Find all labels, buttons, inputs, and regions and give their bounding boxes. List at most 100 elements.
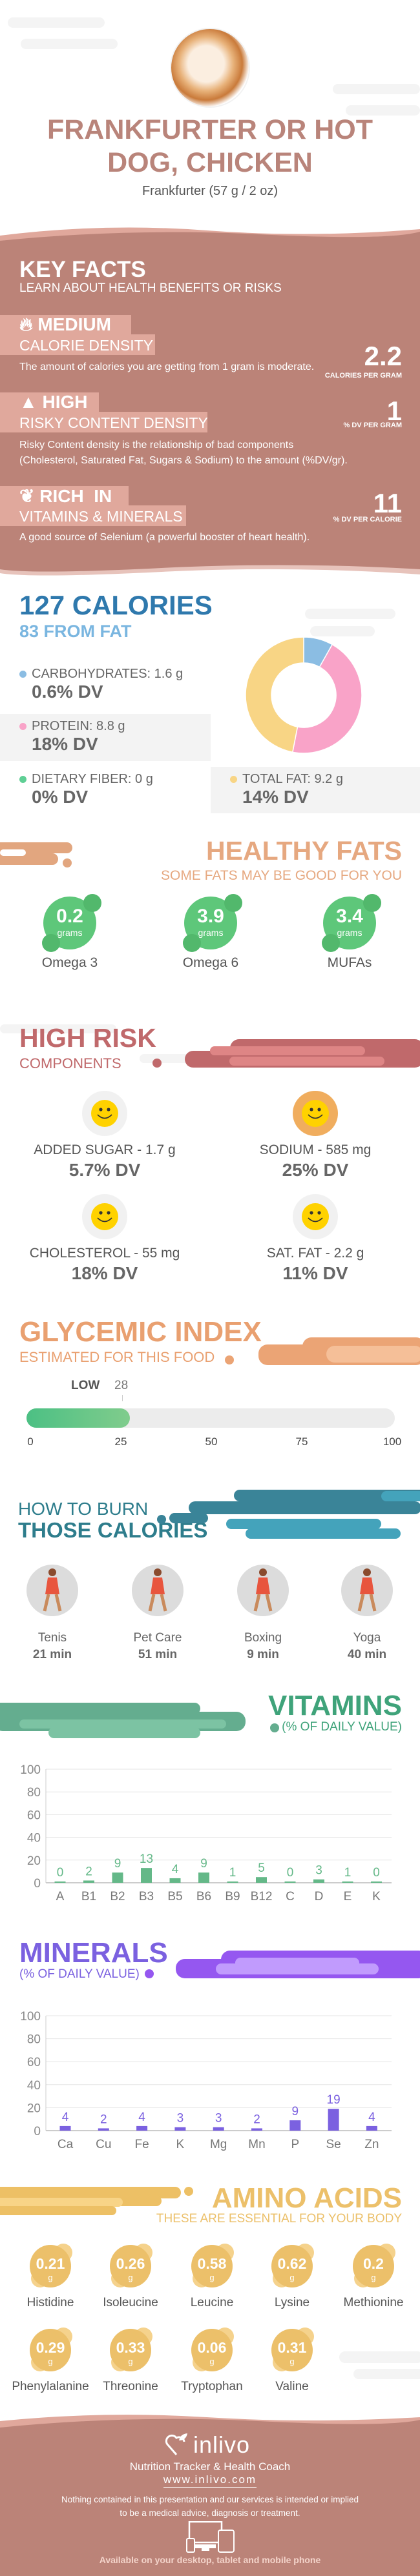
amino-badge: 0.31 g xyxy=(271,2329,313,2371)
amino-value: 0.33 xyxy=(116,2339,145,2356)
footer xyxy=(0,2429,420,2576)
risk-label: CHOLESTEROL - 55 mg xyxy=(29,1246,180,1261)
fat-value: 3.9 xyxy=(197,906,224,927)
bar xyxy=(141,1868,152,1883)
amino-label: Lysine xyxy=(274,2296,310,2309)
bar-value-label: 0 xyxy=(57,1866,64,1880)
website-link[interactable]: www.inlivo.com xyxy=(163,2473,257,2488)
bar-value-label: 9 xyxy=(114,1857,121,1871)
legend-dot xyxy=(19,776,26,784)
minerals-title: MINERALS xyxy=(19,1937,168,1969)
amino-label: Methionine xyxy=(343,2296,404,2309)
bar xyxy=(198,1872,209,1883)
y-tick-label: 60 xyxy=(27,1809,41,1822)
x-tick-label: Ca xyxy=(58,2138,74,2151)
bar xyxy=(112,1872,123,1883)
amino-value: 0.62 xyxy=(277,2255,307,2272)
bar xyxy=(169,1878,181,1883)
bar xyxy=(251,2128,262,2131)
amino-unit: g xyxy=(371,2273,376,2282)
fact-description: The amount of calories you are getting f… xyxy=(19,361,315,372)
smiley-icon xyxy=(82,1194,127,1239)
fat-label: Omega 3 xyxy=(41,955,98,970)
bar-value-label: 4 xyxy=(138,2111,145,2124)
inlivo-logo: inlivo xyxy=(165,2431,250,2458)
fat-value: 0.2 xyxy=(56,906,83,927)
risk-dv: 18% DV xyxy=(71,1263,138,1283)
amino-badge: 0.58 g xyxy=(191,2245,233,2287)
activity-time: 21 min xyxy=(32,1648,72,1661)
fat-value: 3.4 xyxy=(336,906,363,927)
amino-unit: g xyxy=(48,2273,53,2282)
risk-label: SAT. FAT - 2.2 g xyxy=(266,1246,364,1261)
footer-wave xyxy=(0,2415,420,2430)
fat-badge: 3.4 grams xyxy=(322,894,381,952)
amino-label: Isoleucine xyxy=(103,2296,158,2309)
decorative-stripe xyxy=(346,105,420,116)
bar xyxy=(289,2120,301,2131)
amino-badge: 0.26 g xyxy=(110,2245,151,2287)
y-tick-label: 80 xyxy=(27,2033,41,2047)
x-tick-label: E xyxy=(344,1890,352,1903)
smiley-icon xyxy=(82,1091,127,1136)
glycemic-level: LOW xyxy=(71,1379,100,1392)
risk-dv: 5.7% DV xyxy=(68,1160,141,1180)
vitamins-bar-chart: 0 20 40 60 80 100 0 A 2 B1 9 B2 13 B3 4 B5 9 B6 1 B9 5 B12 0 C 3… xyxy=(20,1763,392,1903)
amino-badge: 0.33 g xyxy=(110,2329,151,2371)
fat-label: Omega 6 xyxy=(182,955,239,970)
disclaimer: Nothing contained in this presentation a… xyxy=(0,2493,420,2520)
bar-value-label: 9 xyxy=(200,1857,207,1871)
legend-dot xyxy=(19,671,26,678)
x-tick-label: B9 xyxy=(225,1890,240,1903)
nutrient-dv: 0% DV xyxy=(32,787,89,807)
bar xyxy=(371,1881,382,1883)
decorative-stripe xyxy=(333,84,420,94)
y-tick-label: 40 xyxy=(27,2079,41,2093)
nutrient-label: PROTEIN: 8.8 g xyxy=(32,719,125,733)
glycemic-bar-fill xyxy=(26,1408,130,1428)
x-tick-label: P xyxy=(291,2138,299,2151)
nutrient-dv: 14% DV xyxy=(242,787,309,807)
x-tick-label: Se xyxy=(326,2138,341,2151)
burn-title-line1: HOW TO BURN xyxy=(18,1499,149,1519)
vitamins-title: VITAMINS xyxy=(268,1690,402,1721)
legend-dot xyxy=(230,776,237,784)
healthy-fats-title: HEALTHY FATS xyxy=(206,836,402,866)
smiley-icon xyxy=(293,1091,338,1136)
risk-label: SODIUM - 585 mg xyxy=(259,1142,372,1157)
nutrient-dv: 18% DV xyxy=(32,734,98,754)
decorative-stripe xyxy=(8,17,105,28)
x-tick-label: B1 xyxy=(81,1890,96,1903)
bar-value-label: 4 xyxy=(368,2111,375,2124)
nutrient-label: CARBOHYDRATES: 1.6 g xyxy=(32,667,184,681)
bar-value-label: 0 xyxy=(373,1866,380,1880)
nutrient-dv: 0.6% DV xyxy=(32,682,103,702)
activity-time: 9 min xyxy=(247,1648,279,1661)
leaf-icon: ❦ xyxy=(19,486,35,506)
fat-unit: grams xyxy=(198,928,224,938)
fact-label: RISKY CONTENT DENSITY xyxy=(19,414,208,431)
key-facts-subtitle: LEARN ABOUT HEALTH BENEFITS OR RISKS xyxy=(19,281,282,295)
fact-unit: % DV PER CALORIE xyxy=(333,516,402,523)
bar xyxy=(136,2125,148,2131)
amino-unit: g xyxy=(209,2273,215,2282)
bar-value-label: 3 xyxy=(315,1864,322,1878)
decorative-stripe xyxy=(0,1024,116,1033)
amino-badge: 0.2 g xyxy=(353,2245,394,2287)
activity-time: 51 min xyxy=(138,1648,178,1661)
bar-value-label: 5 xyxy=(258,1861,265,1875)
x-tick-label: A xyxy=(56,1890,65,1903)
glycemic-bar-track xyxy=(26,1408,395,1428)
fact-description: (Cholesterol, Saturated Fat, Sugars & So… xyxy=(19,455,348,466)
amino-value: 0.58 xyxy=(197,2255,227,2272)
glycemic-tick: 75 xyxy=(295,1435,308,1448)
nutrient-fat-row xyxy=(211,767,420,813)
fat-badge: 0.2 grams xyxy=(42,894,101,952)
x-tick-label: K xyxy=(372,1890,381,1903)
bar-value-label: 2 xyxy=(100,2113,107,2126)
x-tick-label: B5 xyxy=(167,1890,182,1903)
fact-level: MEDIUM xyxy=(37,314,111,334)
amino-value: 0.06 xyxy=(197,2339,227,2356)
bar xyxy=(213,2127,224,2131)
nutrient-protein: PROTEIN: 8.8 g 18% DV xyxy=(19,719,125,755)
